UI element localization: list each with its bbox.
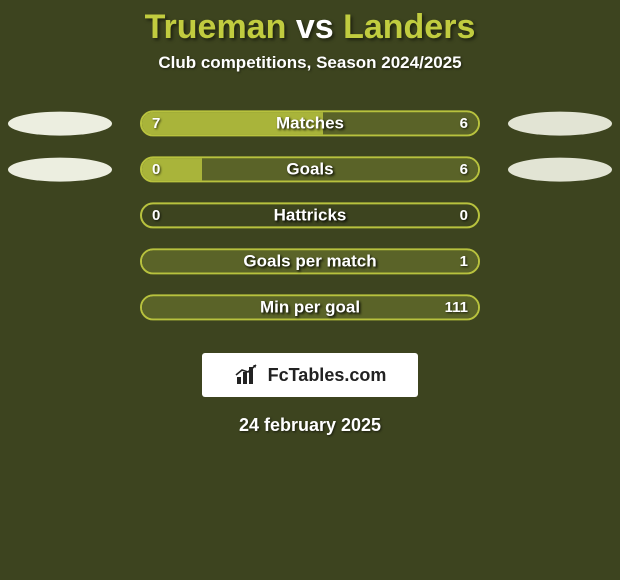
player2-value: 0: [460, 207, 468, 224]
stat-bar: 0 0Hattricks: [140, 202, 480, 228]
comparison-title: Trueman vs Landers: [0, 0, 620, 47]
player1-value: 0: [152, 207, 160, 224]
player2-value: 1: [460, 253, 468, 270]
date-line: 24 february 2025: [0, 415, 620, 436]
player2-value: 6: [460, 115, 468, 132]
stat-bar: 76Matches: [140, 110, 480, 136]
player1-value: 7: [152, 115, 160, 132]
subtitle: Club competitions, Season 2024/2025: [0, 53, 620, 73]
player2-marker: [508, 158, 612, 182]
stat-bar: 06Goals: [140, 156, 480, 182]
player1-name: Trueman: [145, 8, 287, 46]
player2-marker: [508, 112, 612, 136]
player2-fill: [202, 158, 478, 180]
stat-row: 111Min per goal: [0, 287, 620, 333]
bar-chart-icon: [234, 363, 262, 387]
player1-value: 0: [152, 161, 160, 178]
player2-fill: [142, 250, 478, 272]
player1-marker: [8, 112, 112, 136]
stat-row: 76Matches: [0, 103, 620, 149]
player2-value: 6: [460, 161, 468, 178]
stats-chart: 76Matches06Goals00Hattricks1Goals per ma…: [0, 103, 620, 333]
fctables-logo: FcTables.com: [202, 353, 418, 397]
player2-fill: [323, 112, 478, 134]
stat-bar: 111Min per goal: [140, 294, 480, 320]
player2-name: Landers: [343, 8, 475, 46]
vs-word: vs: [296, 8, 334, 46]
player2-fill: [142, 296, 478, 318]
player1-marker: [8, 158, 112, 182]
stat-bar: 1Goals per match: [140, 248, 480, 274]
stat-row: 0 0Hattricks: [0, 195, 620, 241]
stat-row: 06Goals: [0, 149, 620, 195]
logo-text: FcTables.com: [268, 365, 387, 386]
player2-value: 111: [445, 299, 468, 316]
player1-fill: [142, 112, 323, 134]
stat-label: Hattricks: [142, 205, 478, 225]
stat-row: 1Goals per match: [0, 241, 620, 287]
